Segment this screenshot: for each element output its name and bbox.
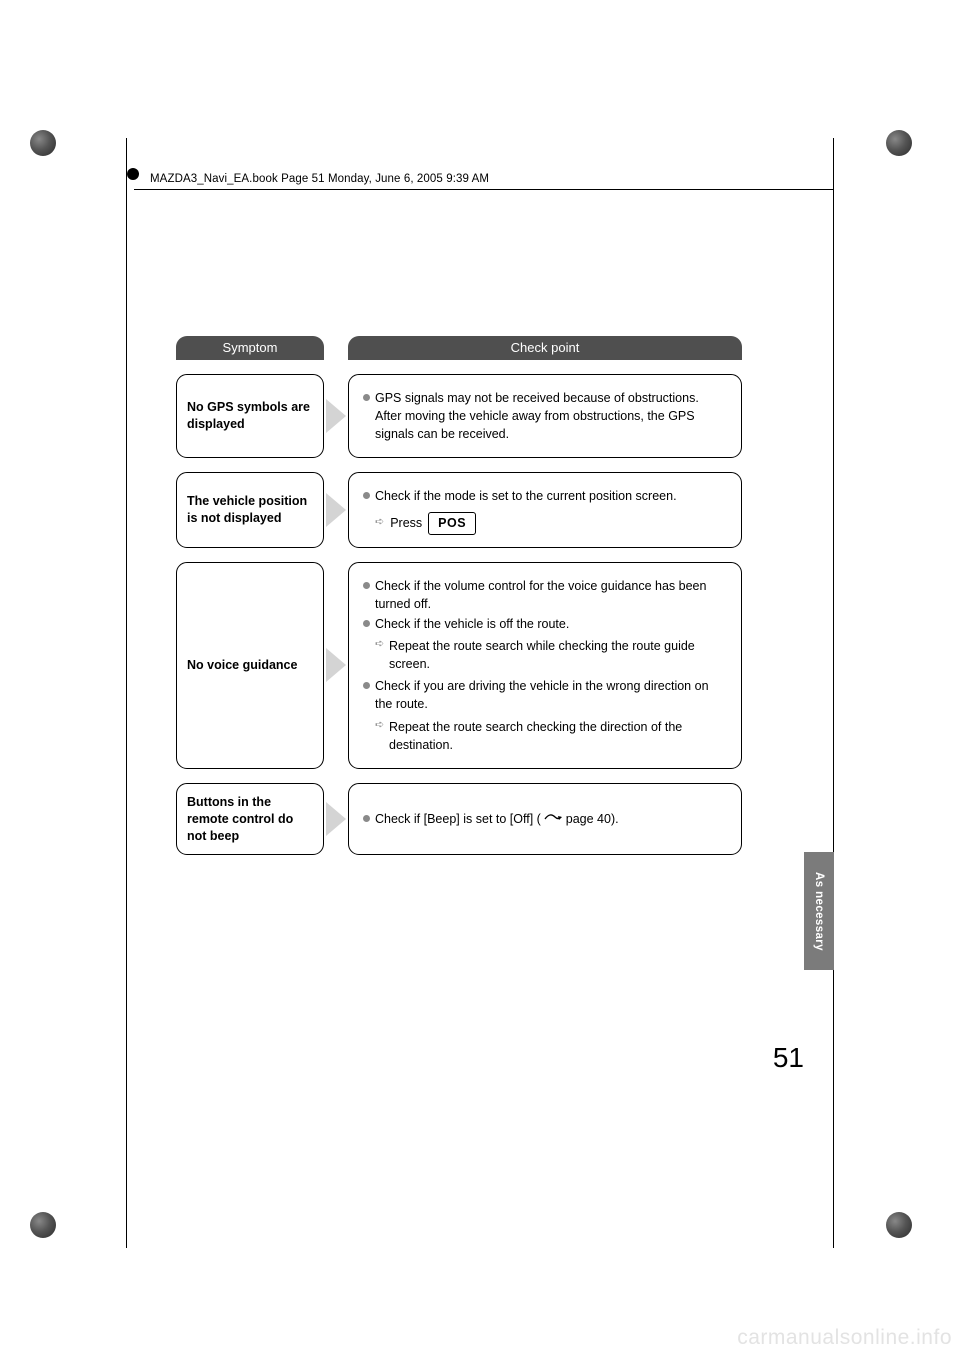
header-dot-icon [127,168,139,180]
symptom-box: No GPS symbols are displayed [176,374,324,458]
page-content: Symptom Check point No GPS symbols are d… [176,336,834,855]
crop-target-mid-left [74,656,102,684]
section-tab: As necessary [804,852,834,970]
press-label: Press [390,514,422,532]
check-sub-item: Repeat the route search checking the dir… [363,718,727,754]
press-instruction: ➪ Press POS [375,512,727,535]
check-item-text-after: ). [611,812,619,826]
symptom-box: No voice guidance [176,562,324,769]
check-sub-item: Repeat the route search while checking t… [363,637,727,673]
crop-target-mid-bottom [466,1196,494,1224]
arrow-icon [324,562,348,769]
column-header-symptom: Symptom [176,336,324,360]
check-item: Check if the vehicle is off the route. [363,615,727,633]
check-item-text-before: Check if [Beep] is set to [Off] ( [375,812,541,826]
check-item: Check if [Beep] is set to [Off] ( page 4… [363,810,727,828]
watermark: carmanualsonline.info [737,1326,952,1350]
crop-cluster-br [902,1220,930,1248]
page-number: 51 [773,1042,804,1074]
check-box: Check if the volume control for the voic… [348,562,742,769]
symptom-text: Buttons in the remote control do not bee… [187,794,313,845]
column-header-check: Check point [348,336,742,360]
arrow-icon [324,374,348,458]
crop-target-mid-right [858,656,886,684]
symptom-text: No GPS symbols are displayed [187,399,313,433]
symptom-box: Buttons in the remote control do not bee… [176,783,324,856]
crop-frame-left [126,138,127,1248]
check-item: Check if the volume control for the voic… [363,577,727,613]
sub-arrow-icon: ➪ [375,515,384,531]
crop-cluster-tl [30,138,58,166]
check-item: GPS signals may not be received because … [363,389,727,443]
symptom-text: The vehicle position is not displayed [187,493,313,527]
pos-button-label: POS [428,512,476,535]
check-box: Check if the mode is set to the current … [348,472,742,547]
running-header: MAZDA3_Navi_EA.book Page 51 Monday, June… [150,173,489,185]
check-box: GPS signals may not be received because … [348,374,742,458]
check-item: Check if the mode is set to the current … [363,487,727,505]
symptom-text: No voice guidance [187,657,297,674]
arrow-icon [324,783,348,856]
crop-cluster-tr [902,138,930,166]
page-ref-text: page 40 [566,812,611,826]
crop-cluster-bl [30,1220,58,1248]
check-item: Check if you are driving the vehicle in … [363,677,727,713]
arrow-icon [324,472,348,547]
running-header-text: MAZDA3_Navi_EA.book Page 51 Monday, June… [150,173,489,185]
check-box: Check if [Beep] is set to [Off] ( page 4… [348,783,742,856]
page-ref-icon [544,813,562,823]
symptom-box: The vehicle position is not displayed [176,472,324,547]
